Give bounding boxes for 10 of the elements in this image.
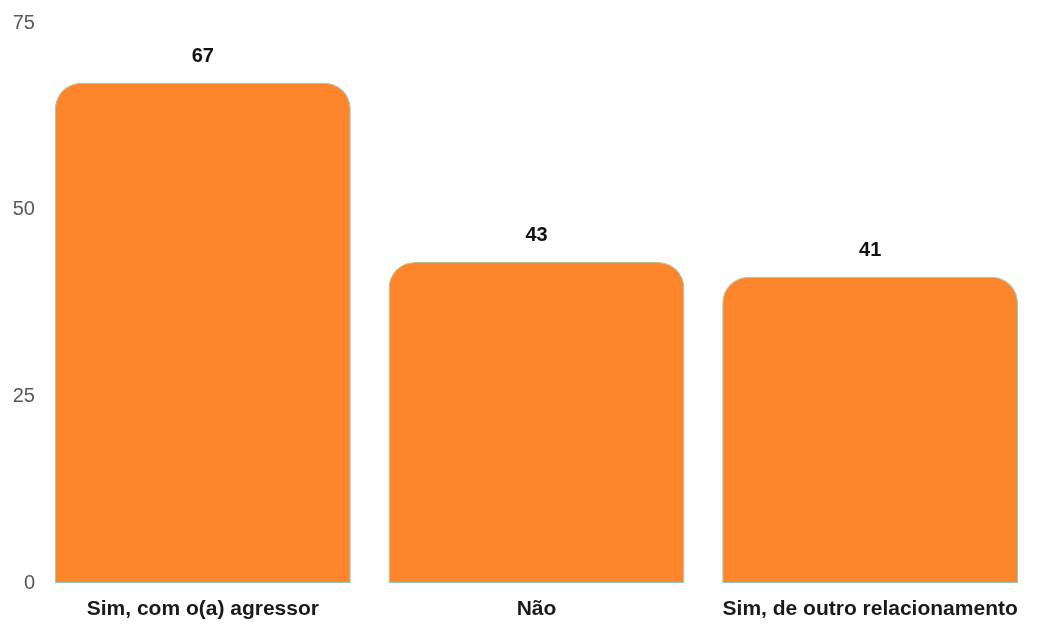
x-tick-label: Sim, com o(a) agressor — [86, 596, 319, 620]
y-tick-label: 75 — [12, 10, 35, 33]
data-label: 41 — [859, 238, 882, 261]
data-label: 43 — [525, 223, 548, 246]
data-label: 67 — [191, 44, 214, 67]
y-tick-label: 50 — [12, 197, 35, 220]
y-tick-label: 25 — [12, 383, 35, 406]
x-tick-label: Sim, de outro relacionamento — [722, 596, 1018, 620]
x-tick-label: Não — [516, 596, 557, 620]
y-tick-label: 0 — [23, 570, 35, 593]
